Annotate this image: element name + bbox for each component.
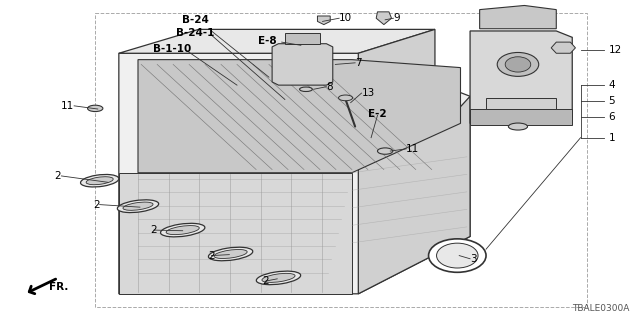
Text: 3: 3 bbox=[470, 254, 477, 264]
Text: 5: 5 bbox=[609, 96, 615, 106]
Ellipse shape bbox=[88, 105, 103, 112]
Text: 11: 11 bbox=[406, 144, 419, 154]
Ellipse shape bbox=[339, 95, 353, 101]
Ellipse shape bbox=[166, 226, 199, 235]
Text: TBALE0300A: TBALE0300A bbox=[572, 304, 630, 313]
Polygon shape bbox=[479, 5, 556, 29]
Polygon shape bbox=[285, 33, 320, 44]
Text: 13: 13 bbox=[362, 88, 375, 98]
Text: 6: 6 bbox=[609, 112, 615, 122]
Text: 2: 2 bbox=[55, 171, 61, 181]
Text: E-8: E-8 bbox=[259, 36, 277, 46]
Text: 2: 2 bbox=[93, 200, 100, 210]
Ellipse shape bbox=[214, 250, 247, 259]
Polygon shape bbox=[138, 60, 461, 173]
Ellipse shape bbox=[429, 239, 486, 272]
Text: 9: 9 bbox=[394, 13, 400, 23]
Text: B-24: B-24 bbox=[182, 15, 209, 25]
Ellipse shape bbox=[436, 243, 478, 268]
Ellipse shape bbox=[161, 223, 205, 237]
Text: 11: 11 bbox=[61, 101, 74, 111]
Ellipse shape bbox=[505, 57, 531, 72]
Ellipse shape bbox=[497, 52, 539, 76]
Polygon shape bbox=[119, 53, 470, 294]
Text: 1: 1 bbox=[609, 133, 615, 143]
Text: 2: 2 bbox=[208, 251, 215, 260]
Text: 4: 4 bbox=[609, 80, 615, 90]
Text: 7: 7 bbox=[355, 58, 362, 68]
Polygon shape bbox=[470, 31, 572, 123]
Ellipse shape bbox=[378, 148, 393, 154]
Polygon shape bbox=[486, 98, 556, 109]
Ellipse shape bbox=[262, 273, 295, 282]
Text: B-24-1: B-24-1 bbox=[176, 28, 214, 37]
Ellipse shape bbox=[117, 200, 159, 212]
Text: 10: 10 bbox=[339, 13, 352, 23]
Text: 12: 12 bbox=[609, 45, 622, 55]
Polygon shape bbox=[551, 42, 575, 53]
Ellipse shape bbox=[300, 87, 312, 92]
Text: B-1-10: B-1-10 bbox=[153, 44, 191, 54]
Polygon shape bbox=[272, 44, 333, 85]
Polygon shape bbox=[317, 16, 330, 25]
Text: 8: 8 bbox=[326, 82, 333, 92]
Text: 2: 2 bbox=[150, 225, 157, 235]
Polygon shape bbox=[470, 109, 572, 125]
Text: E-2: E-2 bbox=[368, 109, 387, 119]
Polygon shape bbox=[119, 29, 435, 53]
Polygon shape bbox=[358, 29, 470, 294]
Ellipse shape bbox=[508, 123, 527, 130]
Text: FR.: FR. bbox=[49, 283, 68, 292]
Ellipse shape bbox=[86, 177, 113, 185]
Ellipse shape bbox=[256, 271, 301, 285]
Text: 2: 2 bbox=[262, 276, 269, 286]
Ellipse shape bbox=[123, 202, 153, 210]
Polygon shape bbox=[119, 173, 352, 294]
Bar bbox=[95, 13, 587, 307]
Ellipse shape bbox=[209, 247, 253, 261]
Polygon shape bbox=[376, 12, 392, 25]
Ellipse shape bbox=[81, 174, 119, 187]
